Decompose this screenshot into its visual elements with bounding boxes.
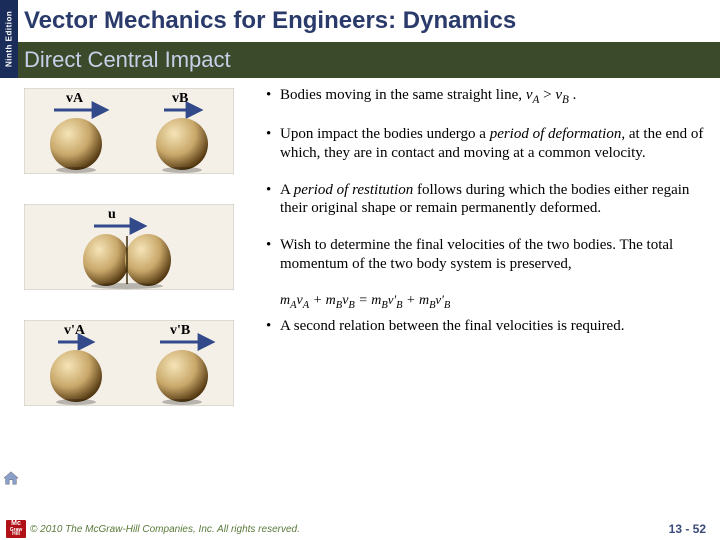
footer: Mc Graw Hill © 2010 The McGraw-Hill Comp… [0, 518, 720, 540]
edition-tab: Ninth Edition [0, 0, 18, 78]
subtitle-bar: Direct Central Impact [18, 42, 720, 78]
footer-left: Mc Graw Hill © 2010 The McGraw-Hill Comp… [6, 520, 300, 538]
copyright: © 2010 The McGraw-Hill Companies, Inc. A… [30, 524, 300, 535]
momentum-equation: mAvA + mBvB = mBv'B + mBv'B [280, 292, 704, 312]
text: Bodies moving in the same straight line, [280, 87, 526, 103]
header: Vector Mechanics for Engineers: Dynamics [18, 0, 720, 42]
figure-after-impact: v'A v'B [24, 320, 234, 406]
text: A [280, 182, 294, 198]
plus1: + [309, 293, 325, 308]
svg-text:vA: vA [66, 91, 84, 106]
logo-l3: Hill [12, 532, 20, 537]
vB3p: v' [436, 293, 444, 307]
period: . [569, 87, 577, 103]
figures-column: vA vB u v'A v'B [0, 78, 260, 518]
text: A second relation between the final velo… [280, 318, 624, 334]
em: period of restitution [294, 182, 413, 198]
mA: m [280, 293, 290, 308]
content: vA vB u v'A v'B [0, 78, 720, 518]
var-vB: v [555, 87, 562, 103]
em: period of deformation, [490, 126, 625, 142]
mB3: m [419, 293, 429, 308]
home-icon[interactable] [2, 470, 20, 486]
text-column: Bodies moving in the same straight line,… [260, 78, 720, 518]
bullet-5: A second relation between the final velo… [266, 317, 704, 336]
text: Upon impact the bodies undergo a [280, 126, 490, 142]
svg-text:v'B: v'B [170, 323, 190, 338]
plus2: + [403, 293, 419, 308]
bullet-2: Upon impact the bodies undergo a period … [266, 125, 704, 163]
eq: = [355, 293, 371, 308]
bullet-4: Wish to determine the final velocities o… [266, 236, 704, 274]
bullet-3: A period of restitution follows during w… [266, 181, 704, 219]
page-number: 13 - 52 [669, 522, 706, 536]
figure-before-impact: vA vB [24, 88, 234, 174]
sub-B: B [562, 94, 569, 106]
mB1: m [326, 293, 336, 308]
svg-text:vB: vB [172, 91, 188, 106]
text: Wish to determine the final velocities o… [280, 237, 673, 272]
sB32: B [444, 299, 450, 310]
mB2: m [371, 293, 381, 308]
gt: > [539, 87, 555, 103]
subtitle: Direct Central Impact [24, 47, 231, 73]
vB2p: v' [388, 293, 396, 307]
bullet-1: Bodies moving in the same straight line,… [266, 86, 704, 107]
svg-text:u: u [108, 207, 116, 222]
figure-deformation: u [24, 204, 234, 290]
page-title: Vector Mechanics for Engineers: Dynamics [24, 7, 516, 35]
svg-text:v'A: v'A [64, 323, 86, 338]
publisher-logo: Mc Graw Hill [6, 520, 26, 538]
